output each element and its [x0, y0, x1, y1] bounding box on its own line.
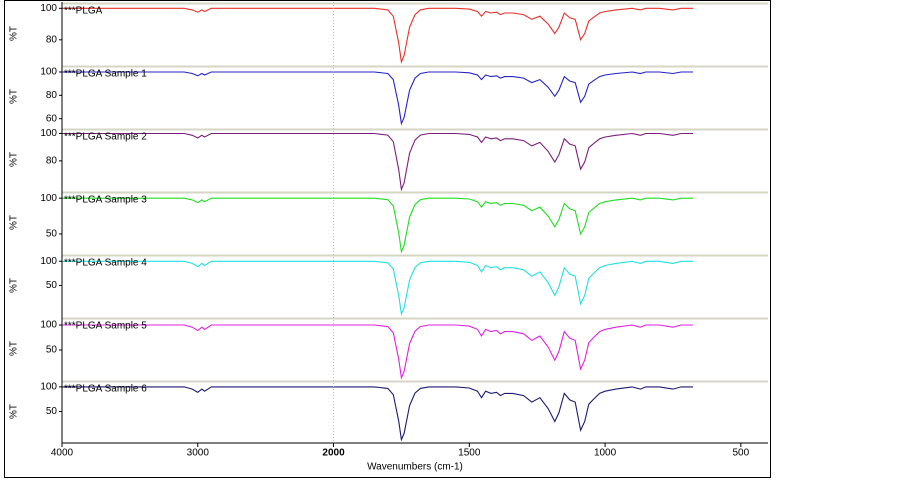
x-tick-label: 1500: [458, 448, 481, 459]
x-tick-label: 2000: [322, 448, 345, 459]
y-tick-label: 80: [46, 34, 58, 45]
y-tick-label: 50: [46, 229, 58, 240]
series-label: ***PLGA Sample 6: [64, 384, 147, 395]
y-axis-label: %T: [9, 341, 20, 356]
series-label: ***PLGA: [64, 6, 103, 17]
outer-frame: [4, 0, 771, 478]
x-tick-label: 1000: [594, 448, 617, 459]
y-axis-label: %T: [9, 404, 20, 419]
y-axis-label: %T: [9, 89, 20, 104]
y-axis-label: %T: [9, 215, 20, 230]
y-tick-label: 100: [40, 3, 57, 14]
y-axis-label: %T: [9, 278, 20, 293]
y-axis-label: %T: [9, 26, 20, 41]
spectrum-line: [62, 324, 694, 380]
x-tick-label: 500: [733, 448, 750, 459]
x-axis-label: Wavenumbers (cm-1): [367, 462, 463, 473]
series-label: ***PLGA Sample 1: [64, 69, 147, 80]
y-tick-label: 100: [40, 193, 57, 204]
series-label: ***PLGA Sample 5: [64, 321, 147, 332]
x-tick-label: 4000: [51, 448, 74, 459]
y-tick-label: 100: [40, 320, 57, 331]
y-tick-label: 60: [46, 113, 58, 124]
spectrum-line: [62, 71, 694, 126]
series-label: ***PLGA Sample 4: [64, 258, 147, 269]
y-tick-label: 80: [46, 156, 58, 167]
spectrum-line: [62, 386, 694, 442]
y-tick-label: 100: [40, 382, 57, 393]
y-tick-label: 100: [40, 67, 57, 78]
y-tick-label: 80: [46, 90, 58, 101]
y-tick-label: 50: [46, 406, 58, 417]
series-label: ***PLGA Sample 2: [64, 132, 147, 143]
y-tick-label: 50: [46, 345, 58, 356]
y-tick-label: 50: [46, 280, 58, 291]
y-axis-label: %T: [9, 152, 20, 167]
series-label: ***PLGA Sample 3: [64, 195, 147, 206]
spectrum-line: [62, 132, 694, 192]
spectrum-line: [62, 7, 694, 64]
x-tick-label: 3000: [187, 448, 210, 459]
y-tick-label: 100: [40, 128, 57, 139]
spectrum-line: [62, 197, 694, 254]
y-tick-label: 100: [40, 256, 57, 267]
spectrum-line: [62, 260, 694, 316]
